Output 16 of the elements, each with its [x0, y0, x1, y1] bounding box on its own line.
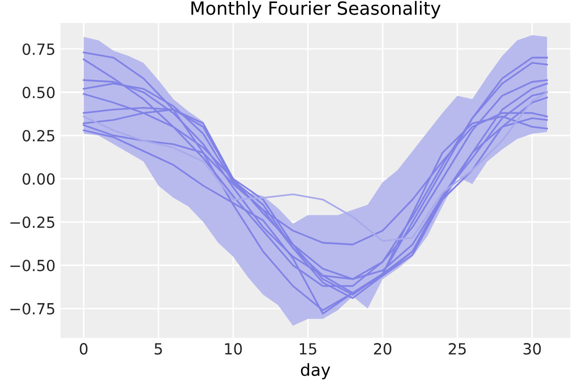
x-axis-title: day [300, 363, 330, 380]
y-tick-label: −0.75 [10, 302, 54, 315]
x-tick-label: 5 [154, 343, 162, 355]
x-tick-label: 30 [524, 343, 541, 355]
x-tick-label: 15 [300, 343, 316, 355]
chart-title: Monthly Fourier Seasonality [191, 0, 440, 18]
x-tick-label: 10 [225, 343, 242, 355]
x-tick-label: 20 [374, 343, 392, 355]
y-tick-label: 0.50 [22, 86, 55, 98]
y-tick-label: −0.25 [10, 216, 54, 228]
y-tick-label: 0.25 [22, 130, 54, 142]
y-tick-label: 0.00 [22, 173, 55, 185]
y-tick-label: 0.75 [22, 43, 54, 56]
x-tick-label: 25 [448, 343, 466, 355]
x-tick-label: 0 [80, 343, 88, 355]
y-tick-label: −0.50 [10, 260, 55, 272]
